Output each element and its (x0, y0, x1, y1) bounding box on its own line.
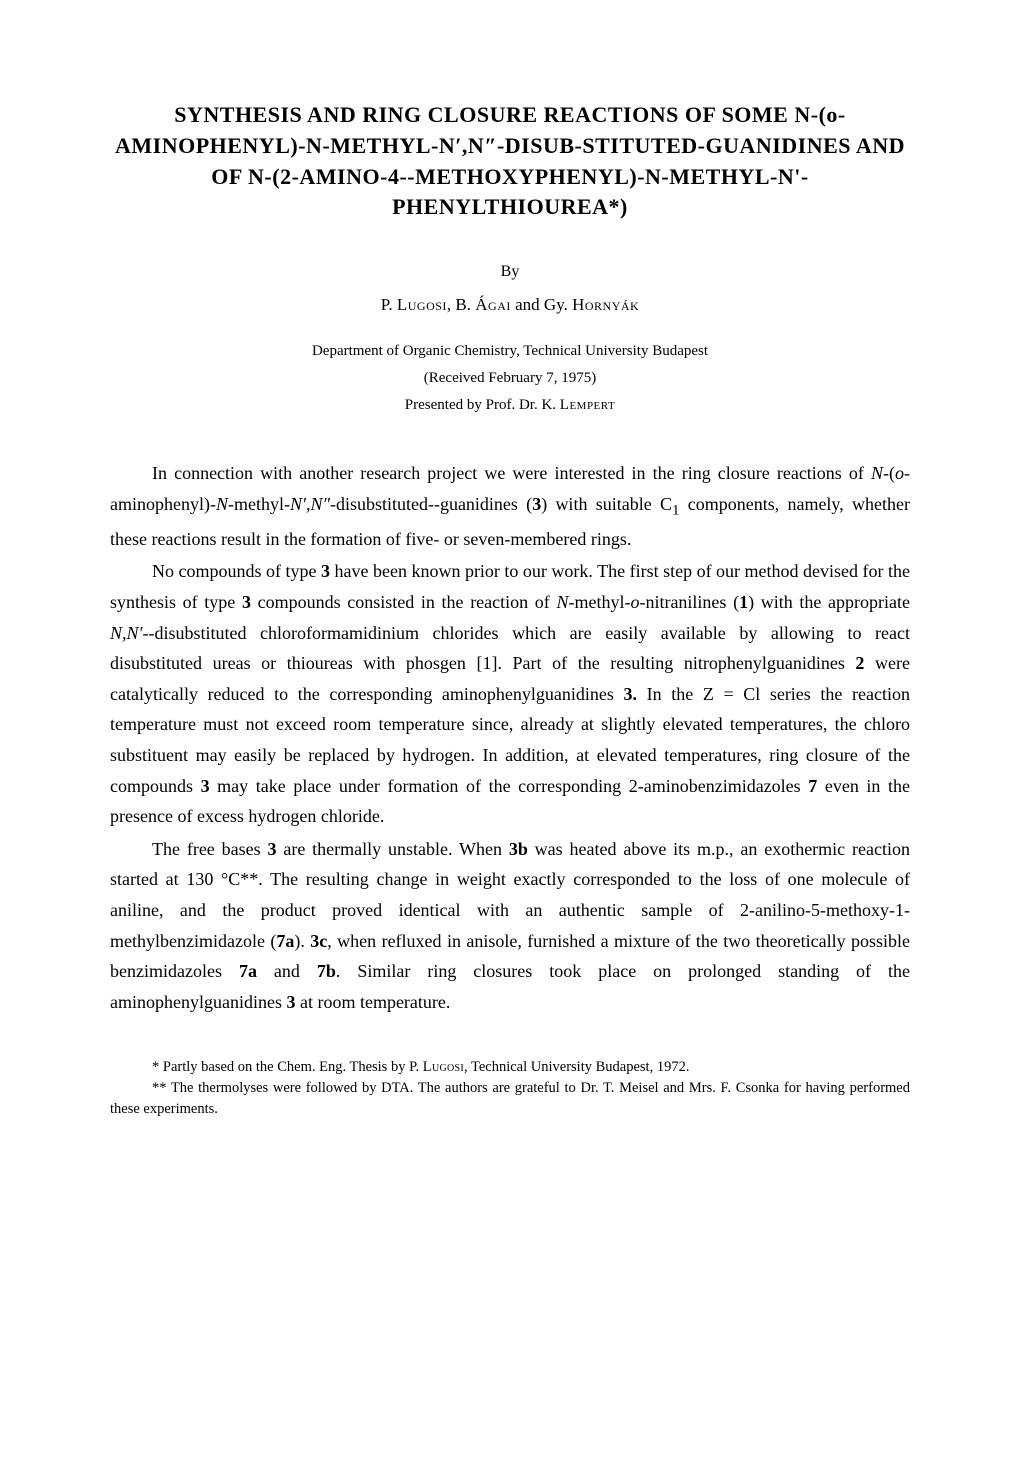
authors: P. Lugosi, B. Ágai and Gy. Hornyák (110, 295, 910, 315)
page-container: SYNTHESIS AND RING CLOSURE REACTIONS OF … (0, 0, 1020, 1180)
body-paragraph: In connection with another research proj… (110, 458, 910, 554)
footnote: * Partly based on the Chem. Eng. Thesis … (110, 1057, 910, 1078)
paper-title: SYNTHESIS AND RING CLOSURE REACTIONS OF … (110, 100, 910, 223)
affiliation: Department of Organic Chemistry, Technic… (110, 343, 910, 360)
received-date: (Received February 7, 1975) (110, 370, 910, 387)
footnote: ** The thermolyses were followed by DTA.… (110, 1078, 910, 1120)
presented-by: Presented by Prof. Dr. K. Lempert (110, 397, 910, 414)
body-paragraph: The free bases 3 are thermally unstable.… (110, 834, 910, 1018)
body-paragraph: No compounds of type 3 have been known p… (110, 556, 910, 831)
by-label: By (110, 263, 910, 281)
footnotes-block: * Partly based on the Chem. Eng. Thesis … (110, 1057, 910, 1120)
